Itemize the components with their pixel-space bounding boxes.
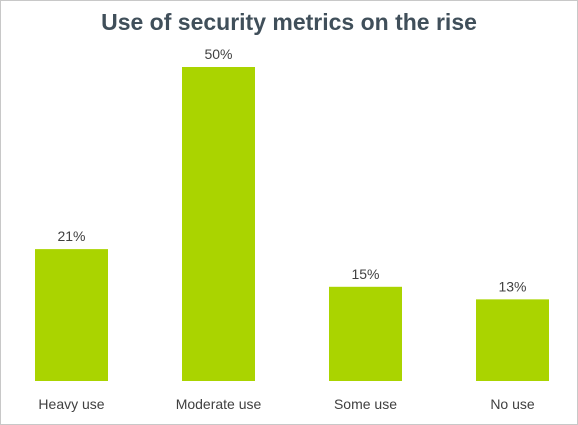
chart-title: Use of security metrics on the rise bbox=[101, 9, 477, 35]
bar-no-use bbox=[476, 299, 549, 381]
bar-some-use bbox=[329, 286, 402, 381]
category-label-no-use: No use bbox=[490, 396, 535, 412]
data-label-some-use: 15% bbox=[351, 266, 379, 282]
category-label-heavy-use: Heavy use bbox=[38, 396, 104, 412]
bar-moderate-use bbox=[182, 67, 255, 381]
data-label-no-use: 13% bbox=[498, 278, 526, 294]
bar-heavy-use bbox=[35, 249, 108, 381]
category-label-moderate-use: Moderate use bbox=[176, 396, 262, 412]
data-label-moderate-use: 50% bbox=[204, 46, 232, 62]
category-label-some-use: Some use bbox=[334, 396, 397, 412]
data-label-heavy-use: 21% bbox=[57, 228, 85, 244]
